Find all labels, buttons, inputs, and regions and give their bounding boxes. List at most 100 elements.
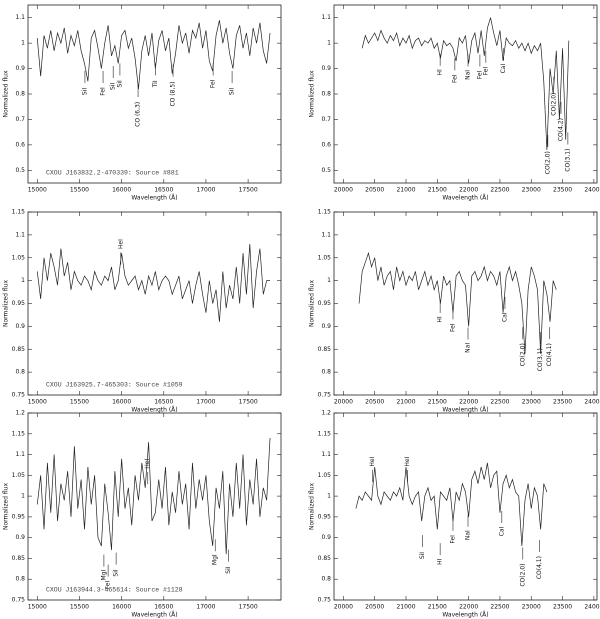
x-tick-label: 17500 (239, 187, 258, 194)
line-label: FeI (105, 581, 112, 590)
y-tick-label: 0.7 (321, 116, 331, 123)
x-tick-label: 17500 (239, 604, 258, 611)
y-axis-label: Normalized flux (309, 70, 316, 118)
y-tick-label: 0.95 (12, 513, 26, 520)
x-tick-label: 21500 (428, 399, 447, 406)
source-label: CXOU J163832.2-470339: Source #881 (46, 170, 179, 177)
y-tick-label: 0.9 (15, 534, 25, 541)
x-tick-label: 16500 (154, 187, 173, 194)
y-tick-label: 1 (21, 277, 25, 284)
x-tick-label: 15500 (70, 399, 89, 406)
x-tick-label: 20500 (365, 187, 384, 194)
x-tick-label: 16000 (112, 399, 131, 406)
line-label: FeI (100, 87, 107, 96)
x-tick-label: 16000 (112, 187, 131, 194)
panel: 0.75 0.8 0.85 0.9 0.95 1 1.05 1.1 1.15 20000 20500… (309, 209, 600, 414)
x-axis-label: Wavelength (Å) (131, 195, 177, 202)
y-axis-label: Normalized flux (3, 280, 10, 328)
y-tick-label: 0.6 (321, 141, 331, 148)
line-label: MgI (100, 569, 107, 580)
source-label: CXOU J163944.3-465614: Source #1128 (46, 587, 183, 594)
line-label: CO (8,5) (170, 81, 177, 106)
line-label: CaI (498, 526, 505, 536)
y-tick-label: 0.9 (321, 323, 331, 330)
y-tick-label: 0.85 (318, 555, 332, 562)
line-label: CO(3,1) (537, 348, 544, 371)
x-tick-label: 17500 (239, 399, 258, 406)
y-tick-label: 0.95 (12, 300, 26, 307)
panel: 0.5 0.6 0.7 0.8 0.9 1 1.1 15000 15500 16000 16500 1… (3, 4, 282, 202)
y-tick-label: 0.9 (321, 534, 331, 541)
x-axis-label: Wavelength (Å) (442, 612, 488, 619)
y-tick-label: 1.1 (15, 14, 25, 21)
y-tick-label: 1.05 (12, 254, 26, 261)
line-label: SiI (419, 552, 426, 559)
y-tick-label: 1.2 (321, 410, 331, 417)
x-tick-label: 23000 (522, 187, 541, 194)
line-label: FeI (451, 74, 458, 83)
y-axis-label: Normalized flux (3, 70, 10, 118)
line-label: SiI (225, 566, 232, 573)
y-tick-label: 0.5 (321, 167, 331, 174)
x-tick-label: 21000 (396, 187, 415, 194)
y-tick-label: 1.05 (318, 472, 332, 479)
line-label: SiI (81, 88, 88, 95)
y-tick-label: 0.9 (15, 65, 25, 72)
y-tick-label: 0.8 (321, 91, 331, 98)
plot-frame (333, 4, 598, 184)
x-tick-label: 22500 (490, 187, 509, 194)
plot-frame (27, 4, 282, 184)
x-tick-label: 22500 (490, 399, 509, 406)
x-tick-label: 16000 (112, 604, 131, 611)
x-tick-label: 17000 (196, 187, 215, 194)
line-label: FeI (210, 79, 217, 88)
y-tick-label: 1 (327, 493, 331, 500)
x-tick-label: 21500 (428, 187, 447, 194)
line-label: FeI (476, 70, 483, 79)
line-label: CO(2,0) (519, 563, 526, 586)
x-tick-label: 20000 (334, 399, 353, 406)
panel: 0.75 0.8 0.85 0.9 0.95 1 1.05 1.1 1.15 15000 15500… (3, 209, 282, 414)
line-label: TiI (152, 80, 159, 88)
y-tick-label: 1 (327, 277, 331, 284)
y-tick-label: 0.5 (15, 167, 25, 174)
line-label: FeI (482, 67, 489, 76)
x-tick-label: 15000 (28, 187, 47, 194)
y-tick-label: 1.1 (321, 14, 331, 21)
x-tick-label: 24000 (584, 399, 600, 406)
line-label: CO(2,0) (519, 343, 526, 366)
x-tick-label: 22000 (459, 399, 478, 406)
y-tick-label: 0.75 (318, 597, 332, 604)
spectrum-line (36, 20, 271, 89)
x-tick-label: 15000 (28, 604, 47, 611)
line-label: CO (6,3) (135, 102, 142, 127)
x-tick-label: 23500 (553, 399, 572, 406)
spectrum-line (36, 437, 271, 555)
y-tick-label: 1 (21, 40, 25, 47)
y-tick-label: 1.15 (12, 209, 26, 216)
x-tick-label: 20000 (334, 187, 353, 194)
line-label: HI (437, 316, 444, 323)
x-tick-label: 22500 (490, 604, 509, 611)
y-axis-label: Normalized flux (309, 483, 316, 531)
y-tick-label: 1.1 (15, 451, 25, 458)
line-label: SiI (229, 88, 236, 95)
x-tick-label: 20500 (365, 604, 384, 611)
x-axis-label: Wavelength (Å) (442, 195, 488, 202)
line-label: MgI (212, 554, 219, 565)
x-tick-label: 20000 (334, 604, 353, 611)
y-tick-label: 1.05 (318, 254, 332, 261)
y-tick-label: 1.2 (15, 410, 25, 417)
y-tick-label: 0.85 (12, 346, 26, 353)
spectrum-line (361, 17, 570, 150)
x-tick-label: 23000 (522, 604, 541, 611)
x-tick-label: 23500 (553, 187, 572, 194)
line-label: CaI (501, 312, 508, 322)
y-tick-label: 1.1 (321, 231, 331, 238)
y-axis-label: Normalized flux (3, 483, 10, 531)
y-tick-label: 0.85 (318, 346, 332, 353)
line-label: CaI (500, 64, 507, 74)
y-tick-label: 0.8 (15, 369, 25, 376)
line-label: SiI (113, 569, 120, 576)
x-tick-label: 17000 (196, 399, 215, 406)
